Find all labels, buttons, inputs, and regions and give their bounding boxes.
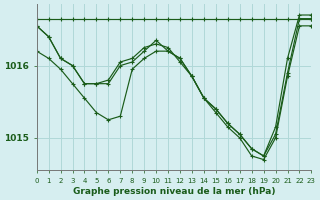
X-axis label: Graphe pression niveau de la mer (hPa): Graphe pression niveau de la mer (hPa) (73, 187, 275, 196)
